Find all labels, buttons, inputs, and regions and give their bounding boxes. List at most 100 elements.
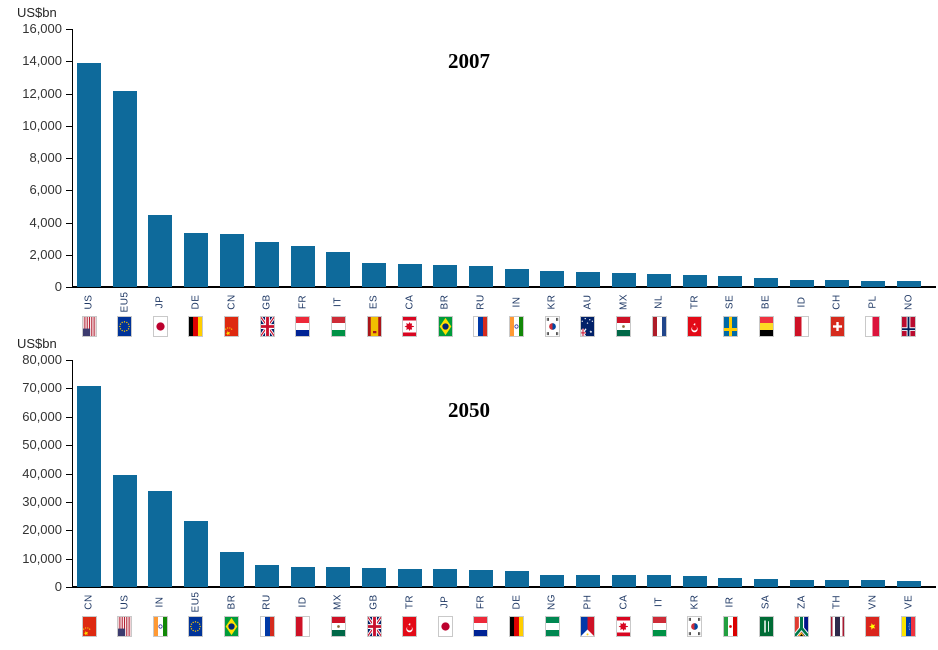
category-label-BR: BR: [219, 589, 245, 614]
category-label-text: SE: [724, 294, 736, 309]
bar-ID: [290, 566, 315, 587]
y-tick-mark: [66, 93, 72, 95]
bar-TR: [397, 568, 422, 587]
bar-NL: [647, 274, 672, 287]
y-axis-unit-label-2050: US$bn: [17, 336, 57, 351]
eu-flag-icon: [117, 316, 133, 337]
bar-CH: [825, 280, 850, 287]
y-tick-label: 70,000: [22, 380, 62, 396]
bar-IR: [718, 578, 743, 587]
bar-MX: [611, 272, 636, 287]
th-flag-icon: [829, 616, 845, 637]
bar-US: [112, 474, 137, 587]
category-label-SE: SE: [717, 289, 743, 314]
category-label-text: FR: [297, 294, 309, 309]
category-label-text: PL: [867, 294, 879, 309]
y-axis-line: [72, 360, 73, 587]
bar-RU: [468, 266, 493, 287]
us-flag-icon: [81, 316, 97, 337]
category-label-MX: MX: [325, 589, 351, 614]
us-flag-icon: [117, 616, 133, 637]
bar-DE: [504, 570, 529, 587]
category-label-JP: JP: [432, 589, 458, 614]
tr-flag-icon: [687, 316, 703, 337]
br-flag-icon: [224, 616, 239, 637]
bar-RU: [255, 565, 280, 587]
bar-JP: [148, 215, 173, 287]
y-axis-unit-label-2007: US$bn: [17, 5, 57, 20]
category-label-text: RU: [261, 593, 273, 610]
bar-FR: [468, 570, 493, 587]
jp-flag-icon: [437, 616, 453, 637]
category-label-KR: KR: [682, 589, 708, 614]
chart-title-2050: 2050: [448, 398, 490, 422]
category-label-CN: CN: [76, 589, 102, 614]
kr-flag-icon: [544, 316, 560, 337]
category-label-PL: PL: [860, 289, 886, 314]
br-flag-icon: [437, 316, 453, 337]
it-flag-icon: [651, 616, 667, 637]
y-tick-label: 0: [54, 279, 62, 294]
category-label-text: BE: [760, 294, 772, 309]
category-label-text: KR: [546, 294, 558, 309]
category-label-text: SA: [760, 594, 772, 609]
kr-flag-icon: [687, 616, 703, 637]
bar-CA: [397, 263, 422, 287]
ph-flag-icon: [580, 616, 596, 637]
category-label-text: DE: [511, 594, 523, 609]
category-label-text: RU: [475, 293, 487, 310]
y-tick-mark: [66, 388, 72, 390]
de-flag-icon: [188, 316, 204, 337]
category-label-text: EU5: [190, 591, 202, 612]
bar-SE: [718, 275, 743, 287]
y-tick-mark: [66, 222, 72, 224]
category-label-text: TR: [689, 294, 701, 309]
y-tick-mark: [66, 61, 72, 63]
y-tick-mark: [66, 473, 72, 475]
category-label-text: GB: [368, 593, 380, 610]
category-label-JP: JP: [147, 289, 173, 314]
bar-US: [77, 62, 101, 287]
bar-CN: [77, 386, 101, 587]
category-label-text: DE: [190, 294, 202, 309]
category-label-PH: PH: [575, 589, 601, 614]
bar-AU: [575, 271, 600, 287]
category-label-text: ID: [796, 296, 808, 307]
bar-NO: [896, 280, 921, 287]
category-label-text: FR: [475, 594, 487, 609]
bar-JP: [433, 568, 458, 587]
category-label-text: BR: [439, 294, 451, 309]
category-label-IT: IT: [646, 589, 672, 614]
category-label-text: MX: [618, 293, 629, 310]
category-label-text: GB: [261, 293, 273, 310]
fr-flag-icon: [295, 316, 311, 337]
bar-KR: [540, 270, 565, 287]
in-flag-icon: [152, 616, 168, 637]
category-label-RU: RU: [468, 289, 494, 314]
category-label-NL: NL: [646, 289, 672, 314]
bar-SA: [754, 579, 778, 587]
category-label-text: MX: [332, 593, 344, 610]
bar-TH: [825, 579, 850, 587]
category-label-VN: VN: [860, 589, 886, 614]
category-label-TH: TH: [824, 589, 850, 614]
cn-flag-icon: [81, 616, 97, 637]
y-tick-mark: [66, 445, 72, 447]
y-tick-mark: [66, 158, 72, 159]
bar-IT: [326, 252, 351, 287]
bar-EU5: [112, 91, 137, 287]
bar-BR: [433, 265, 458, 287]
category-label-ES: ES: [361, 289, 387, 314]
sa-flag-icon: [758, 616, 774, 637]
bar-VN: [860, 580, 885, 587]
category-label-text: CN: [83, 593, 95, 610]
y-tick-label: 14,000: [22, 53, 62, 69]
bar-BR: [219, 551, 244, 587]
bar-IT: [647, 575, 672, 587]
bar-IN: [504, 269, 529, 287]
gb-flag-icon: [366, 616, 382, 637]
y-tick-mark: [66, 190, 72, 192]
bar-CN: [219, 234, 244, 287]
y-tick-label: 30,000: [22, 493, 62, 509]
category-label-text: JP: [154, 295, 166, 308]
